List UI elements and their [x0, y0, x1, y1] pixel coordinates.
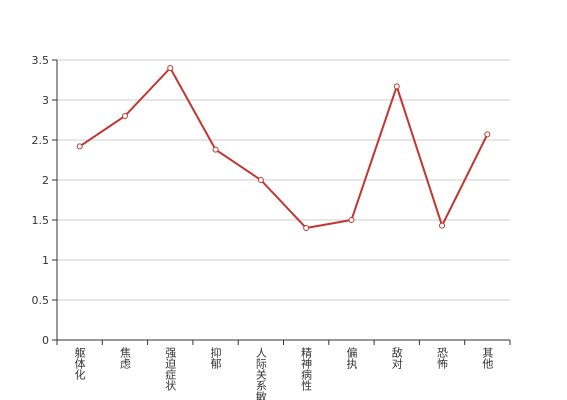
y-tick-label: 2.5 [32, 134, 50, 147]
x-tick-label: 恐怖 [436, 347, 449, 369]
point [484, 131, 491, 138]
y-tick-label: 1.5 [32, 214, 50, 227]
point [348, 217, 355, 223]
x-tick-label: 偏执 [345, 346, 358, 370]
y-tick-label: 1 [42, 254, 49, 267]
line [79, 66, 489, 230]
x-tick-label: 强迫症状 [164, 347, 177, 391]
y-tick-label: 3 [42, 94, 49, 107]
point [393, 83, 400, 90]
point [167, 65, 174, 71]
x-tick-label: 躯体化 [73, 347, 86, 381]
point [303, 225, 310, 231]
y-tick-label: 0.5 [32, 294, 50, 307]
x-tick-label: 敌对 [390, 346, 403, 369]
point [257, 177, 264, 183]
point [76, 143, 83, 150]
x-tick-label: 其他 [481, 347, 494, 369]
point [439, 222, 446, 229]
y-tick-label: 0 [42, 334, 49, 347]
point [212, 146, 219, 153]
x-tick-label: 精神病性 [300, 347, 313, 392]
point [121, 113, 128, 119]
y-tick-label: 3.5 [32, 54, 50, 67]
x-tick-label: 抑郁 [209, 346, 222, 369]
x-tick-label: 焦虑 [118, 347, 131, 369]
x-tick-label: 人际关系敏感 [254, 347, 267, 400]
y-tick-label: 2 [42, 174, 49, 187]
